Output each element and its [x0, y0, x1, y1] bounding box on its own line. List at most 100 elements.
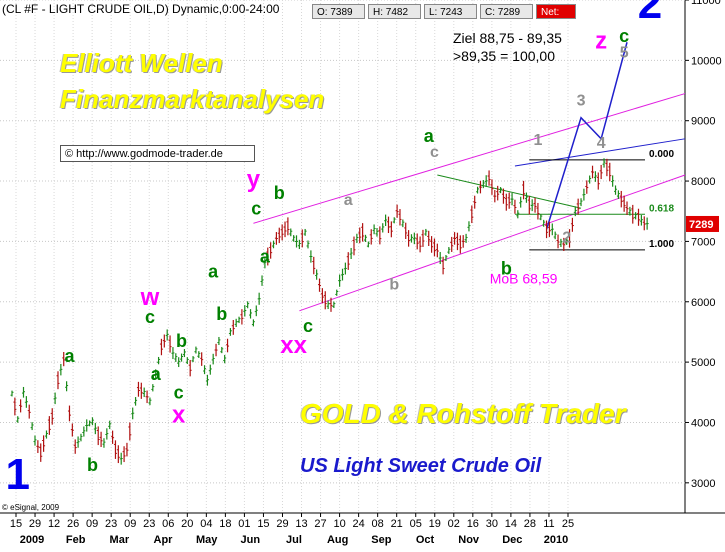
wave-label: b [389, 277, 399, 294]
y-tick-label: 8000 [691, 176, 715, 188]
x-month-label: Dec [502, 534, 522, 546]
wave-label: 1 [533, 132, 542, 149]
x-tick-label: 05 [410, 518, 422, 530]
fib-level-label: 0.618 [649, 203, 674, 214]
x-month-label: Aug [327, 534, 348, 546]
x-tick-label: 02 [448, 518, 460, 530]
wave-label: z [595, 27, 607, 54]
wave-label: b [501, 259, 512, 279]
wave-label: c [145, 307, 155, 327]
projection-path [545, 42, 628, 230]
wave-label: b [216, 304, 227, 324]
wave-label: x [172, 401, 186, 428]
chart-title: (CL #F - LIGHT CRUDE OIL,D) Dynamic,0:00… [2, 2, 280, 16]
last-price-label: 7289 [689, 219, 713, 231]
x-tick-label: 29 [276, 518, 288, 530]
wave-label: a [424, 126, 435, 146]
brand-title: GOLD & Rohstoff Trader [300, 398, 626, 429]
y-tick-label: 10000 [691, 55, 722, 67]
x-month-label: Nov [458, 534, 480, 546]
y-tick-label: 3000 [691, 478, 715, 490]
wave-label: 3 [577, 93, 586, 110]
y-tick-label: 5000 [691, 357, 715, 369]
x-tick-label: 26 [67, 518, 79, 530]
x-month-label: Mar [110, 534, 130, 546]
wave-label: 2 [638, 0, 662, 28]
wave-label: a [64, 346, 75, 366]
x-tick-label: 21 [391, 518, 403, 530]
copyright-text: © eSignal, 2009 [2, 503, 60, 512]
y-tick-label: 7000 [691, 236, 715, 248]
x-month-label: 2009 [20, 534, 44, 546]
website-link[interactable]: © http://www.godmode-trader.de [60, 145, 255, 162]
x-tick-label: 15 [257, 518, 269, 530]
y-tick-label: 11000 [691, 0, 721, 7]
x-tick-label: 20 [181, 518, 193, 530]
x-tick-label: 27 [314, 518, 326, 530]
wave-label: b [87, 455, 98, 475]
headline-elliott: Elliott Wellen [60, 48, 223, 78]
fib-level-label: 0.000 [649, 149, 674, 160]
x-tick-label: 04 [200, 518, 212, 530]
x-tick-label: 09 [86, 518, 98, 530]
y-tick-label: 4000 [691, 417, 715, 429]
instrument-title: US Light Sweet Crude Oil [300, 455, 542, 477]
wave-label: w [140, 284, 160, 311]
wave-label: 1 [6, 450, 30, 499]
wave-label: b [176, 331, 187, 351]
x-month-label: Jul [286, 534, 302, 546]
x-tick-label: 23 [143, 518, 155, 530]
open-value: O: 7389 [312, 4, 365, 19]
blue-trend-line [514, 138, 686, 167]
x-tick-label: 24 [352, 518, 364, 530]
wave-label: c [251, 198, 261, 218]
x-tick-label: 19 [429, 518, 441, 530]
x-tick-label: 08 [372, 518, 384, 530]
x-month-label: 2010 [544, 534, 568, 546]
x-tick-label: 15 [10, 518, 22, 530]
x-tick-label: 23 [105, 518, 117, 530]
x-tick-label: 14 [505, 518, 517, 530]
x-month-label: Sep [371, 534, 391, 546]
x-tick-label: 09 [124, 518, 136, 530]
net-change-value: Net: -75 [536, 4, 576, 33]
x-tick-label: 16 [467, 518, 479, 530]
high-value: H: 7482 [368, 4, 421, 19]
wave-label: c [619, 26, 629, 46]
target-line-2: >89,35 = 100,00 [453, 48, 555, 64]
x-month-label: Apr [154, 534, 174, 546]
channel-upper-line [253, 93, 686, 224]
x-tick-label: 28 [524, 518, 536, 530]
wave-label: b [274, 183, 285, 203]
wave-label: 4 [597, 135, 606, 152]
x-tick-label: 01 [238, 518, 250, 530]
x-tick-label: 10 [333, 518, 345, 530]
wave-label: c [174, 382, 184, 402]
wave-label: a [260, 247, 271, 267]
low-value: L: 7243 [424, 4, 477, 19]
x-tick-label: 25 [562, 518, 574, 530]
x-tick-label: 18 [219, 518, 231, 530]
x-tick-label: 29 [29, 518, 41, 530]
x-month-label: Feb [66, 534, 86, 546]
close-value: C: 7289 [480, 4, 533, 19]
x-tick-label: 11 [543, 518, 554, 530]
x-tick-label: 12 [48, 518, 60, 530]
x-month-label: Oct [416, 534, 435, 546]
wave-label: MoB 68,59 [490, 271, 558, 287]
target-line-1: Ziel 88,75 - 89,35 [453, 30, 562, 46]
wave-label: 2 [562, 230, 571, 247]
headline-analysis: Finanzmarktanalysen [60, 84, 325, 114]
fib-level-label: 1.000 [649, 239, 674, 250]
y-tick-label: 6000 [691, 297, 715, 309]
wave-label: a [208, 262, 219, 282]
wave-label: xx [280, 332, 307, 359]
x-month-label: May [196, 534, 218, 546]
y-tick-label: 9000 [691, 116, 715, 128]
last-price-tag [686, 215, 719, 232]
x-tick-label: 30 [486, 518, 498, 530]
wave-label: c [303, 316, 313, 336]
x-tick-label: 13 [295, 518, 307, 530]
